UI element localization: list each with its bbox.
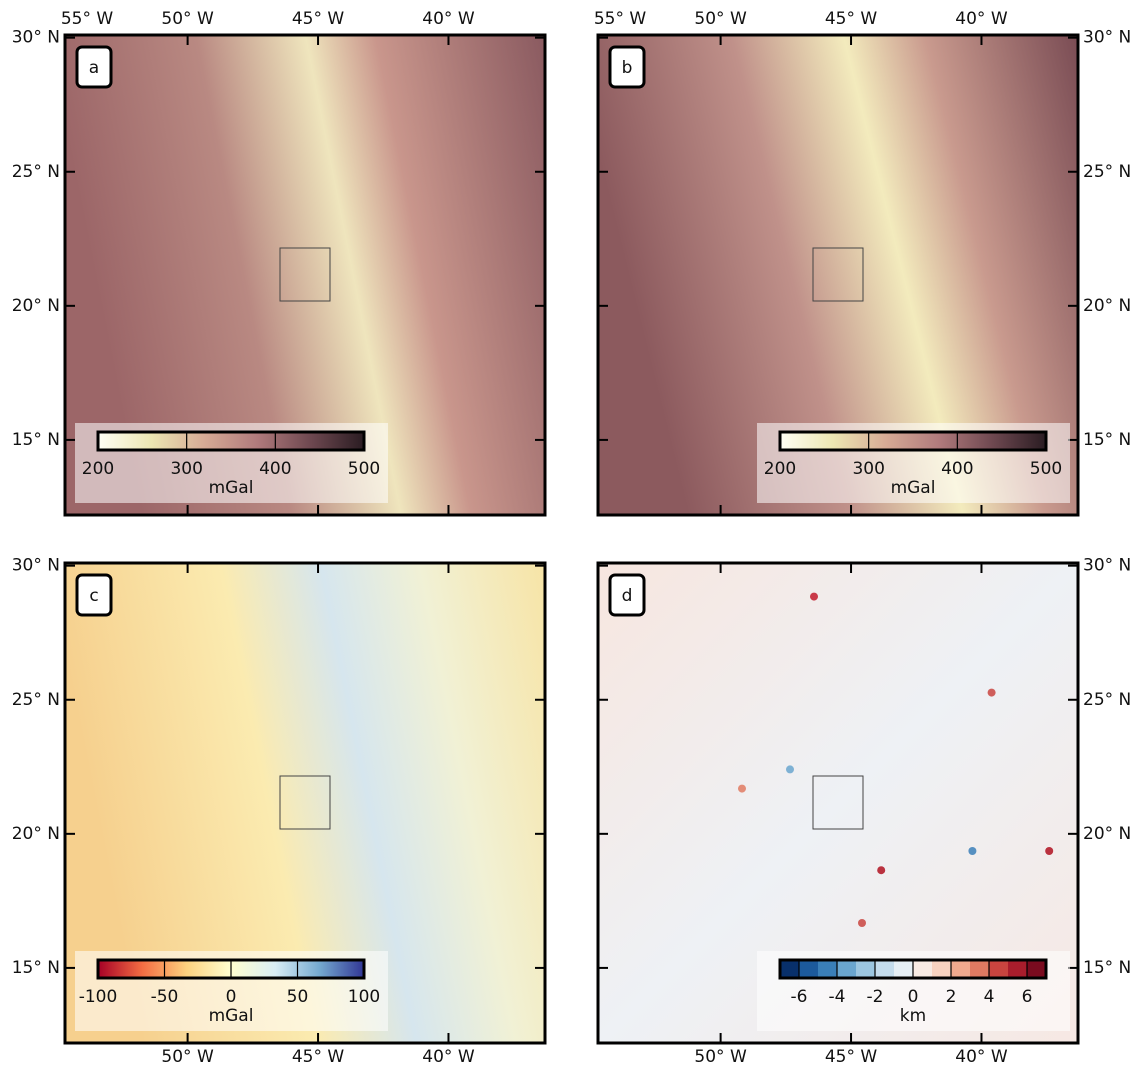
colorbar-swatch xyxy=(837,960,857,978)
colorbar-tick-label: 200 xyxy=(82,459,114,479)
lon-tick-label: 45° W xyxy=(825,9,878,29)
panel-label: d xyxy=(622,586,633,606)
colorbar-tick-label: 0 xyxy=(908,987,919,1007)
colorbar-tick-label: 6 xyxy=(1022,987,1033,1007)
colorbar-tick-label: -2 xyxy=(867,987,884,1007)
colorbar-swatch xyxy=(780,960,800,978)
panel-label: c xyxy=(89,586,98,606)
lat-tick-label: 25° N xyxy=(12,162,60,182)
lon-tick-label: 50° W xyxy=(161,9,214,29)
lon-tick-label: 40° W xyxy=(422,9,475,29)
lon-tick-label: 50° W xyxy=(161,1047,214,1067)
colorbar-tick-label: -50 xyxy=(151,987,179,1007)
lon-tick-label: 40° W xyxy=(955,1047,1008,1067)
colorbar-tick-label: 100 xyxy=(348,987,380,1007)
lat-tick-label: 15° N xyxy=(12,430,60,450)
map-feature xyxy=(858,919,866,927)
panel-label: a xyxy=(89,58,99,78)
map-panel: b 55° W 50° W 45° W 40° W 30° N 25° N 20° N 15° … xyxy=(594,9,1131,515)
colorbar xyxy=(98,432,364,450)
lat-tick-label: 20° N xyxy=(1083,824,1131,844)
colorbar-tick-label: 4 xyxy=(984,987,995,1007)
colorbar-swatch xyxy=(970,960,990,978)
map-feature xyxy=(1045,847,1053,855)
lon-tick-label: 45° W xyxy=(825,1047,878,1067)
lat-tick-label: 20° N xyxy=(12,296,60,316)
colorbar-tick-label: -100 xyxy=(79,987,118,1007)
colorbar-unit: mGal xyxy=(209,478,254,498)
colorbar-swatch xyxy=(932,960,952,978)
colorbar-swatch xyxy=(818,960,838,978)
figure: a 55° W 50° W 45° W 40° W 30° N 25° N 20° N 15° … xyxy=(0,0,1135,1067)
lon-tick-label: 55° W xyxy=(594,9,647,29)
colorbar xyxy=(780,432,1046,450)
colorbar-swatch xyxy=(1027,960,1047,978)
lat-tick-label: 30° N xyxy=(12,556,60,576)
map-feature xyxy=(738,785,746,793)
map-panel: a 55° W 50° W 45° W 40° W 30° N 25° N 20° N 15° … xyxy=(12,9,545,515)
colorbar-swatch xyxy=(799,960,819,978)
lat-tick-label: 30° N xyxy=(1083,556,1131,576)
colorbar-unit: km xyxy=(900,1006,926,1026)
map-feature xyxy=(877,866,885,874)
map-feature xyxy=(786,765,794,773)
lon-tick-label: 40° W xyxy=(955,9,1008,29)
colorbar-tick-label: -6 xyxy=(791,987,808,1007)
lat-tick-label: 15° N xyxy=(12,958,60,978)
colorbar-tick-label: 300 xyxy=(852,459,884,479)
colorbar-tick-label: 500 xyxy=(348,459,380,479)
colorbar-tick-label: -4 xyxy=(829,987,846,1007)
panel-label: b xyxy=(622,58,633,78)
lat-tick-label: 20° N xyxy=(12,824,60,844)
lat-tick-label: 30° N xyxy=(12,28,60,48)
colorbar-tick-label: 0 xyxy=(226,987,237,1007)
colorbar-unit: mGal xyxy=(891,478,936,498)
map-feature xyxy=(810,593,818,601)
lat-tick-label: 25° N xyxy=(1083,690,1131,710)
lon-tick-label: 50° W xyxy=(694,9,747,29)
lat-tick-label: 25° N xyxy=(1083,162,1131,182)
lat-tick-label: 15° N xyxy=(1083,958,1131,978)
lon-tick-label: 50° W xyxy=(694,1047,747,1067)
map-feature xyxy=(988,689,996,697)
map-panel: c 50° W 45° W 40° W 30° N 25° N 20° N 15° N -100… xyxy=(12,556,545,1067)
colorbar-tick-label: 500 xyxy=(1030,459,1062,479)
map-feature xyxy=(968,847,976,855)
colorbar-swatch xyxy=(913,960,933,978)
lon-tick-label: 45° W xyxy=(292,9,345,29)
lat-tick-label: 20° N xyxy=(1083,296,1131,316)
colorbar-swatch xyxy=(894,960,914,978)
colorbar-tick-label: 50 xyxy=(287,987,309,1007)
colorbar-tick-label: 400 xyxy=(259,459,291,479)
lat-tick-label: 25° N xyxy=(12,690,60,710)
map-panel: d 50° W 45° W 40° W 30° N 25° N 20° N 15° N -6 -4… xyxy=(598,556,1131,1067)
colorbar-swatch xyxy=(856,960,876,978)
colorbar-swatch xyxy=(1008,960,1028,978)
lon-tick-label: 55° W xyxy=(61,9,114,29)
colorbar-swatch xyxy=(951,960,971,978)
lat-tick-label: 30° N xyxy=(1083,28,1131,48)
colorbar-swatch xyxy=(875,960,895,978)
lon-tick-label: 40° W xyxy=(422,1047,475,1067)
lon-tick-label: 45° W xyxy=(292,1047,345,1067)
colorbar-tick-label: 400 xyxy=(941,459,973,479)
colorbar-tick-label: 2 xyxy=(946,987,957,1007)
lat-tick-label: 15° N xyxy=(1083,430,1131,450)
colorbar-swatch xyxy=(989,960,1009,978)
colorbar-tick-label: 200 xyxy=(764,459,796,479)
colorbar-tick-label: 300 xyxy=(170,459,202,479)
colorbar-unit: mGal xyxy=(209,1006,254,1026)
